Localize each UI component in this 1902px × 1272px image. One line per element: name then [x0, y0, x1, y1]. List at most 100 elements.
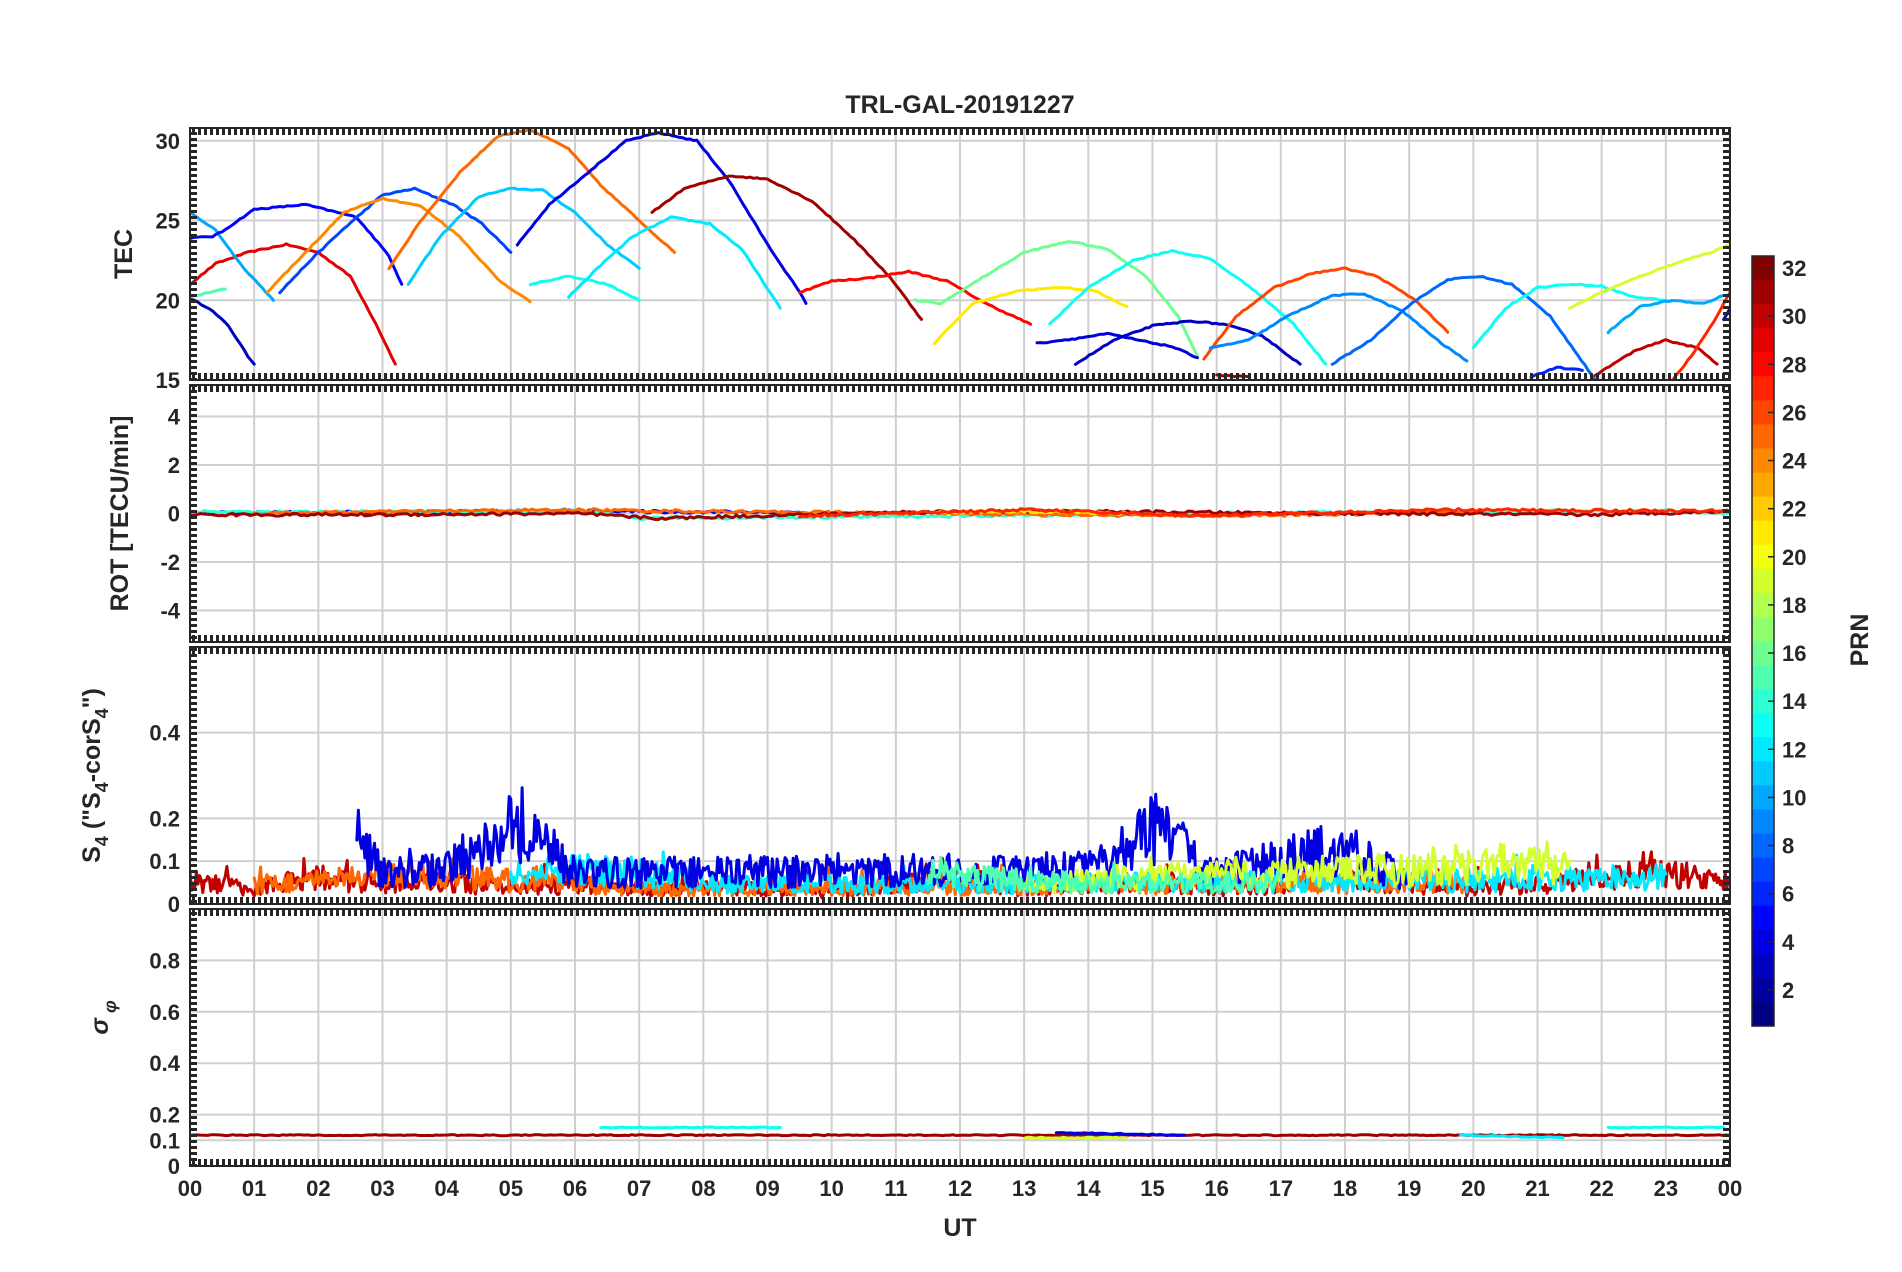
colorbar-swatch	[1752, 857, 1774, 883]
series-prn-10	[190, 211, 275, 302]
colorbar-tick-label: 22	[1782, 497, 1806, 522]
y-tick-label: 2	[168, 453, 180, 478]
y-axis-label-rot: ROT [TECU/min]	[106, 416, 134, 612]
x-tick-label: 16	[1204, 1176, 1228, 1201]
x-tick-label: 10	[819, 1176, 843, 1201]
y-axis-label-tec: TEC	[110, 229, 138, 279]
series-prn-4	[1035, 331, 1199, 360]
x-tick-label: 00	[1718, 1176, 1742, 1201]
colorbar-swatch	[1752, 616, 1774, 642]
y-tick-label: 20	[156, 288, 180, 313]
colorbar-swatch	[1752, 280, 1774, 305]
colorbar-tick-label: 14	[1782, 689, 1807, 714]
x-tick-label: 05	[499, 1176, 523, 1201]
colorbar-swatch	[1752, 352, 1774, 377]
colorbar-swatch	[1752, 905, 1774, 931]
tick-band-right	[1723, 129, 1729, 379]
chart-title: TRL-GAL-20191227	[845, 91, 1074, 119]
colorbar-tick-label: 12	[1782, 737, 1806, 762]
tick-band-top	[191, 129, 1729, 135]
colorbar-swatch	[1752, 496, 1774, 522]
y-axis-label-sigma_phi: σ φ	[86, 1000, 120, 1035]
y-tick-label: 30	[156, 129, 180, 154]
series-group	[190, 507, 1730, 521]
colorbar-swatch	[1752, 737, 1774, 762]
colorbar-tick-label: 8	[1782, 834, 1794, 859]
y-axis-label-s4: S4 ("S4-corS4")	[78, 688, 112, 863]
y-tick-label: 4	[168, 405, 181, 430]
x-tick-label: 09	[755, 1176, 779, 1201]
x-tick-label: 01	[242, 1176, 266, 1201]
series-prn-11	[406, 186, 641, 286]
x-tick-label: 15	[1140, 1176, 1164, 1201]
tick-band-top	[191, 910, 1729, 916]
colorbar-tick-label: 20	[1782, 545, 1806, 570]
x-tick-label: 03	[370, 1176, 394, 1201]
colorbar-swatch	[1752, 689, 1774, 714]
colorbar-swatch	[1752, 833, 1774, 859]
series-prn-12	[1459, 1133, 1565, 1140]
tick-band-bottom	[191, 373, 1729, 379]
y-tick-label: 0	[168, 1154, 180, 1179]
colorbar-swatch	[1752, 809, 1774, 835]
colorbar-swatch	[1752, 400, 1774, 426]
series-prn-9	[1208, 292, 1469, 363]
x-tick-label: 06	[563, 1176, 587, 1201]
series-prn-13	[1048, 249, 1328, 366]
panel-frame	[189, 384, 1731, 643]
tick-band-left	[191, 648, 197, 903]
series-prn-5	[190, 202, 404, 286]
y-tick-label: 0.1	[149, 1128, 180, 1153]
colorbar-swatch	[1752, 472, 1774, 498]
series-group	[190, 786, 1730, 900]
series-prn-7	[278, 186, 513, 295]
series-prn-10	[1606, 294, 1726, 335]
x-axis-label: UT	[943, 1214, 976, 1242]
x-tick-label: 07	[627, 1176, 651, 1201]
panel-frame	[189, 127, 1731, 381]
colorbar-swatch	[1752, 424, 1774, 450]
panel-tec: 15 20 25 30 TEC	[110, 127, 1731, 393]
colorbar-swatch	[1752, 256, 1774, 281]
tick-band-top	[191, 386, 1729, 392]
series-prn-13	[599, 1125, 782, 1130]
x-tick-labels: 00 01 02 03 04 05 06 07 08 09 10 11 12 13 14 15 16 17 18 19…	[178, 1176, 1742, 1201]
series-prn-13	[528, 274, 641, 302]
series-prn-3	[1074, 319, 1302, 366]
series-prn-4	[1054, 1131, 1187, 1137]
x-tick-label: 08	[691, 1176, 715, 1201]
colorbar-swatch	[1752, 977, 1774, 1003]
colorbar-swatch	[1752, 592, 1774, 618]
colorbar-swatch	[1752, 953, 1774, 979]
series-group	[190, 1125, 1730, 1140]
colorbar-tick-label: 18	[1782, 593, 1806, 618]
x-tick-label: 12	[948, 1176, 972, 1201]
x-tick-label: 00	[178, 1176, 202, 1201]
series-prn-21	[932, 286, 1129, 346]
panel-s4: 0 0.1 0.2 0.4 S4 ("S4-corS4")	[78, 646, 1731, 917]
colorbar-tick-label: 28	[1782, 352, 1806, 377]
y-tick-label: 0.1	[149, 849, 180, 874]
x-tick-label: 21	[1525, 1176, 1549, 1201]
panel-frame	[189, 646, 1731, 905]
x-tick-label: 23	[1654, 1176, 1678, 1201]
panel-sigma_phi: 00.10.2 0.4 0.6 0.8 σ φ	[86, 908, 1731, 1179]
x-tick-label: 04	[434, 1176, 459, 1201]
x-tick-label: 22	[1589, 1176, 1613, 1201]
x-tick-label: 19	[1397, 1176, 1421, 1201]
y-tick-label: -4	[160, 598, 180, 623]
y-tick-label: 0	[168, 892, 180, 917]
series-prn-13	[1606, 1125, 1726, 1130]
series-prn-19	[1022, 1135, 1129, 1140]
tick-band-left	[191, 386, 197, 641]
tick-band-bottom	[191, 897, 1729, 903]
series-prn-12	[567, 215, 782, 310]
x-tick-label: 02	[306, 1176, 330, 1201]
x-tick-label: 13	[1012, 1176, 1036, 1201]
x-tick-label: 14	[1076, 1176, 1101, 1201]
series-prn-13	[1471, 282, 1668, 350]
tick-band-bottom	[191, 635, 1729, 641]
x-tick-label: 17	[1269, 1176, 1293, 1201]
tick-band-right	[1723, 910, 1729, 1165]
